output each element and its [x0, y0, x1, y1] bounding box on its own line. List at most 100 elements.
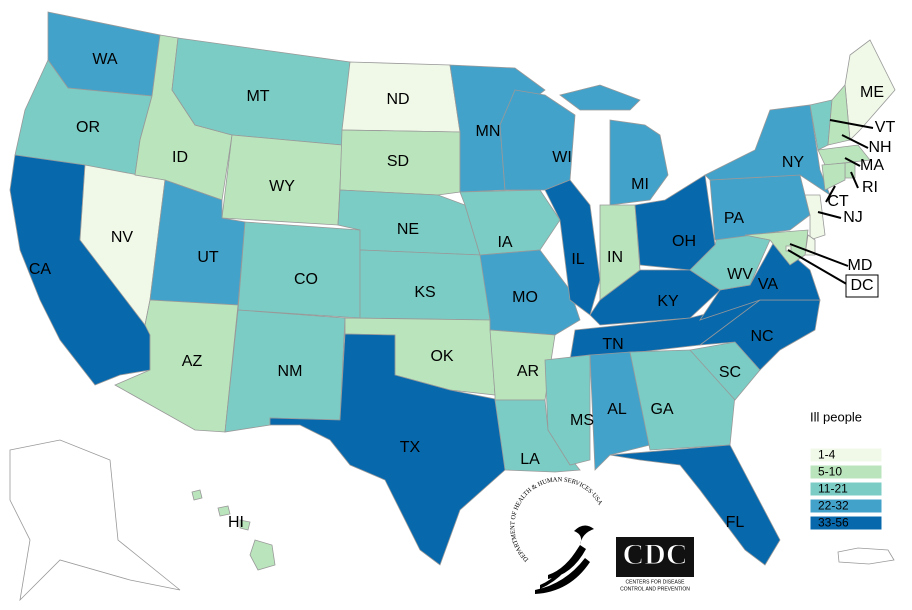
hhs-arc-text: DEPARTMENT OF HEALTH & HUMAN SERVICES·US…: [510, 477, 603, 563]
legend: Ill people 1-4 5-10 11-21 22-32 33-56: [809, 409, 883, 531]
state-label: NJ: [843, 209, 863, 226]
state-label: AZ: [182, 353, 203, 370]
state-label: NE: [397, 221, 419, 238]
hhs-text: DEPARTMENT OF HEALTH & HUMAN SERVICES·US…: [510, 477, 603, 563]
legend-label: 22-32: [818, 499, 849, 513]
state: [544, 354, 591, 466]
state: [709, 174, 811, 241]
state-label: GA: [650, 401, 673, 418]
state: [191, 489, 276, 571]
legend-swatch: [809, 515, 883, 531]
cdc-box: [616, 537, 694, 577]
state-label: TN: [602, 336, 623, 353]
state-label: AL: [607, 401, 627, 418]
state-label: MN: [476, 123, 501, 140]
leader-line: [844, 157, 861, 167]
state-label: MO: [512, 289, 538, 306]
leader-line: [787, 249, 851, 287]
cdc-line1: CENTERS FOR DISEASE: [626, 579, 686, 585]
state-label: VA: [758, 276, 778, 293]
state-label: RI: [862, 179, 878, 196]
legend-swatch: [809, 481, 883, 497]
state-label: CT: [827, 193, 849, 210]
state-label: OR: [76, 119, 100, 136]
legend-label: 5-10: [818, 465, 842, 479]
legend-label: 11-21: [818, 482, 848, 496]
hhs-logo: DEPARTMENT OF HEALTH & HUMAN SERVICES·US…: [510, 477, 603, 594]
state: [479, 249, 581, 336]
state-label: OK: [430, 348, 453, 365]
state-label: LA: [520, 451, 540, 468]
state: [804, 194, 826, 241]
state-label: TX: [400, 439, 421, 456]
legend-title: Ill people: [810, 409, 862, 424]
territory-outline: [837, 547, 895, 565]
state: [499, 89, 576, 191]
state-label: AR: [517, 363, 539, 380]
state-label: MI: [631, 176, 649, 193]
state-label: NC: [750, 328, 773, 345]
state-label: VT: [875, 119, 896, 136]
state-label: CA: [29, 261, 52, 278]
state: [559, 84, 669, 206]
hhs-eagle: [535, 525, 594, 594]
state-label: SC: [719, 364, 741, 381]
state-label: IN: [607, 249, 623, 266]
legend-label: 1-4: [818, 448, 836, 462]
state-label: ME: [860, 84, 884, 101]
state: [609, 444, 781, 566]
state-label: IA: [497, 234, 512, 251]
state-label: HI: [228, 514, 244, 531]
legend-swatch: [809, 464, 883, 480]
state-label: ND: [386, 91, 409, 108]
state: [9, 439, 181, 602]
state: [821, 162, 846, 191]
state: [704, 104, 831, 197]
state-labels: WA OR CA NV ID MT WY UT AZ CO NM ND SD NE KS OK TX MN IA MO…: [29, 51, 896, 531]
state-label: KY: [657, 293, 679, 310]
legend-swatch: [809, 498, 883, 514]
state-label: MS: [570, 412, 594, 429]
state-label: IL: [571, 251, 584, 268]
state-label: NV: [111, 229, 134, 246]
state-label: MD: [848, 257, 873, 274]
leader-line: [789, 243, 849, 267]
cdc-text: CDC: [623, 538, 688, 571]
state-label: KS: [414, 284, 435, 301]
state-label: ID: [172, 149, 188, 166]
state: [544, 179, 601, 316]
state-label: UT: [197, 249, 219, 266]
leader-line: [817, 211, 842, 219]
leader-line: [841, 134, 869, 149]
state-label: NY: [782, 154, 805, 171]
state-label: PA: [724, 210, 744, 227]
leader-line: [825, 185, 836, 203]
state: [589, 351, 651, 471]
state-label: DC: [850, 277, 873, 294]
state: [494, 399, 581, 473]
state: [269, 333, 506, 566]
state-label: CO: [294, 271, 318, 288]
label-box: [845, 274, 879, 298]
state-label: NH: [868, 139, 891, 156]
state: [339, 129, 461, 196]
state-label: FL: [726, 514, 745, 531]
state-label: WV: [727, 266, 753, 283]
state-label: OH: [672, 233, 696, 250]
legend-label: 33-56: [818, 516, 849, 530]
state-label: WA: [92, 51, 118, 68]
state: [817, 144, 871, 166]
state-label: MA: [860, 157, 884, 174]
state: [237, 221, 361, 319]
state: [744, 229, 809, 266]
state-label: MT: [246, 88, 269, 105]
cdc-line2: CONTROL AND PREVENTION: [620, 586, 690, 592]
leader-line: [850, 171, 859, 189]
state-label: WY: [269, 178, 295, 195]
state-label: NM: [278, 363, 303, 380]
leader-line: [829, 119, 874, 129]
legend-swatch: [809, 447, 883, 463]
cdc-logo: CDC CENTERS FOR DISEASE CONTROL AND PREV…: [616, 537, 694, 592]
state-label: WI: [552, 149, 572, 166]
